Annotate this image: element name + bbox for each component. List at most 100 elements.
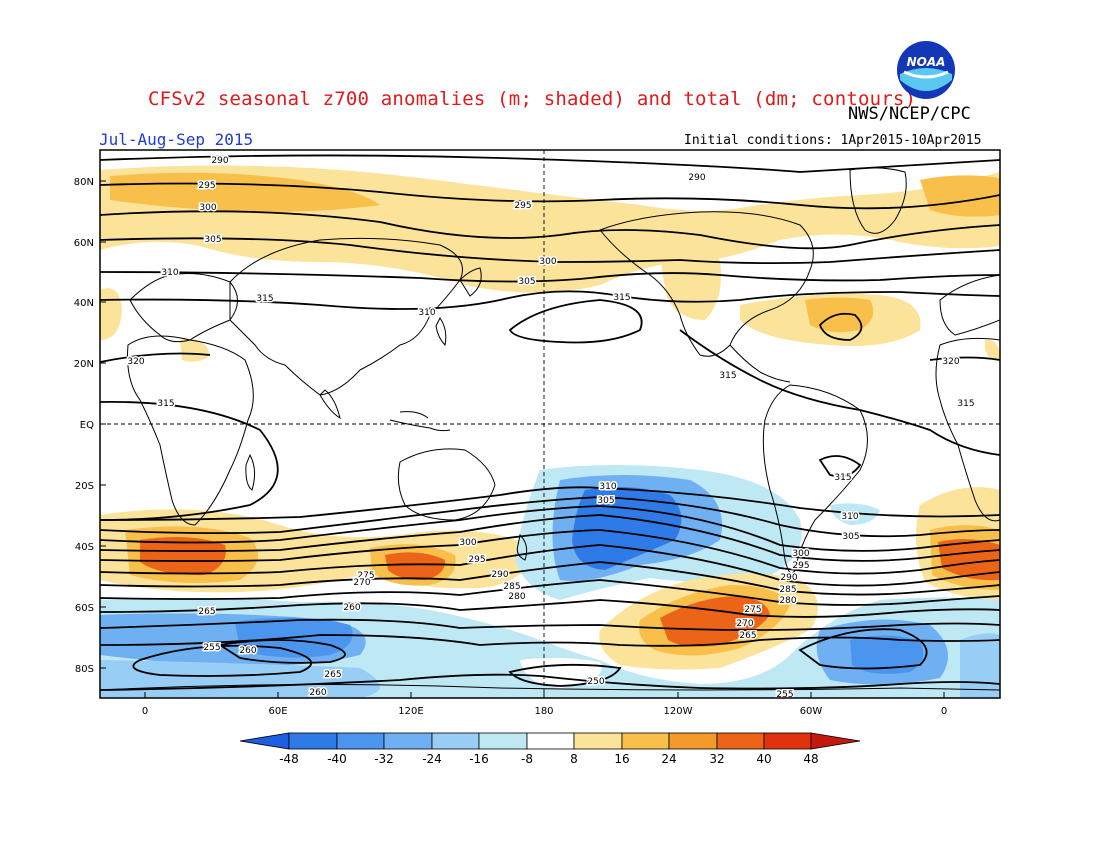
lon-label: 120W (664, 706, 693, 717)
contour-label: 275 (357, 571, 374, 581)
lat-label: 60N (74, 238, 94, 249)
lon-label: 0 (142, 706, 148, 717)
colorbar-cell (668, 732, 718, 750)
colorbar-cell (383, 732, 433, 750)
contour-label: 315 (834, 473, 851, 483)
colorbar-label: 8 (570, 752, 578, 766)
contour-label: 300 (539, 257, 556, 267)
latitude-labels: 80N 60N 40N 20N EQ 20S 40S 60S 80S (74, 177, 94, 675)
contour-label: 310 (841, 512, 858, 522)
colorbar-cell (288, 732, 338, 750)
colorbar-cell (716, 732, 765, 750)
lon-label: 180 (534, 706, 553, 717)
colorbar-label: -8 (521, 752, 533, 766)
contour-label: 265 (739, 631, 756, 641)
lat-label: 40S (75, 542, 94, 553)
chart-title: CFSv2 seasonal z700 anomalies (m; shaded… (148, 88, 917, 110)
colorbar-cell (573, 732, 623, 750)
lon-label: 60E (268, 706, 287, 717)
height-contours (100, 154, 1000, 691)
lat-label: 40N (74, 298, 94, 309)
contour-label: 295 (468, 555, 485, 565)
contour-label: 310 (418, 308, 435, 318)
contour-label: 290 (211, 156, 228, 166)
contour-label: 270 (736, 619, 753, 629)
contour-label: 315 (719, 371, 736, 381)
colorbar-cell (526, 732, 575, 750)
initial-conditions-label: Initial conditions: 1Apr2015-10Apr2015 (684, 133, 982, 148)
colorbar-label: 16 (614, 752, 629, 766)
contour-label: 315 (157, 399, 174, 409)
contour-label: 305 (518, 277, 535, 287)
contour-label: 260 (343, 603, 360, 613)
contour-label: 295 (792, 561, 809, 571)
colorbar-cell (763, 732, 812, 750)
colorbar-label: -48 (279, 752, 299, 766)
contour-label-group: 290 295 300 305 310 315 320 315 290 295 … (126, 155, 976, 702)
contour-label: 310 (599, 482, 616, 492)
colorbar-labels: -48 -40 -32 -24 -16 -8 8 16 24 32 40 48 (279, 752, 818, 766)
colorbar-label: -16 (469, 752, 489, 766)
colorbar-label: -32 (374, 752, 394, 766)
colorbar (239, 732, 861, 750)
lon-label: 120E (398, 706, 423, 717)
colorbar-label: -24 (422, 752, 442, 766)
contour-label: 310 (161, 268, 178, 278)
colorbar-label: 24 (661, 752, 676, 766)
contour-label: 320 (127, 357, 144, 367)
contour-label: 290 (780, 573, 797, 583)
contour-label: 315 (256, 294, 273, 304)
contour-label: 295 (198, 181, 215, 191)
contour-label: 280 (779, 596, 796, 606)
noaa-logo: NOAA (897, 41, 955, 99)
lat-label: 80S (75, 664, 94, 675)
contour-label: 275 (744, 605, 761, 615)
tick-marks (100, 180, 945, 698)
colorbar-label: 32 (709, 752, 724, 766)
contour-label: 290 (491, 570, 508, 580)
contour-label: 300 (199, 203, 216, 213)
longitude-labels: 0 60E 120E 180 120W 60W 0 (142, 706, 947, 717)
agency-label: NWS/NCEP/CPC (848, 104, 971, 124)
contour-label: 305 (842, 532, 859, 542)
contour-label: 280 (508, 592, 525, 602)
lat-label: 60S (75, 603, 94, 614)
lon-label: 0 (941, 706, 947, 717)
contour-label: 260 (239, 646, 256, 656)
colorbar-arrow-left (239, 732, 290, 750)
contour-label: 315 (957, 399, 974, 409)
season-label: Jul-Aug-Sep 2015 (99, 130, 254, 149)
colorbar-cell (336, 732, 385, 750)
contour-label: 285 (779, 585, 796, 595)
lat-label: 20N (74, 359, 94, 370)
colorbar-label: 48 (803, 752, 818, 766)
lat-label: EQ (80, 420, 94, 431)
contour-label: 285 (503, 582, 520, 592)
contour-label: 315 (613, 293, 630, 303)
colorbar-arrow-right (810, 732, 861, 750)
contour-label: 265 (324, 670, 341, 680)
colorbar-cell (621, 732, 670, 750)
contour-label: 320 (942, 357, 959, 367)
lat-label: 80N (74, 177, 94, 188)
contour-label: 270 (353, 578, 370, 588)
contour-label: 300 (792, 549, 809, 559)
contour-label: 300 (459, 538, 476, 548)
contour-label: 255 (203, 643, 220, 653)
colorbar-cell (478, 732, 528, 750)
colorbar-label: 40 (756, 752, 771, 766)
lat-label: 20S (75, 481, 94, 492)
colorbar-cell (431, 732, 480, 750)
coastlines (100, 167, 1000, 691)
contour-label: 305 (204, 235, 221, 245)
contour-label: 295 (514, 201, 531, 211)
contour-label: 305 (597, 496, 614, 506)
contour-label: 260 (309, 688, 326, 698)
contour-label: 265 (198, 607, 215, 617)
colorbar-label: -40 (327, 752, 347, 766)
contour-label: 250 (587, 677, 604, 687)
noaa-logo-text: NOAA (907, 55, 946, 69)
contour-label: 290 (688, 173, 705, 183)
lon-label: 60W (800, 706, 823, 717)
